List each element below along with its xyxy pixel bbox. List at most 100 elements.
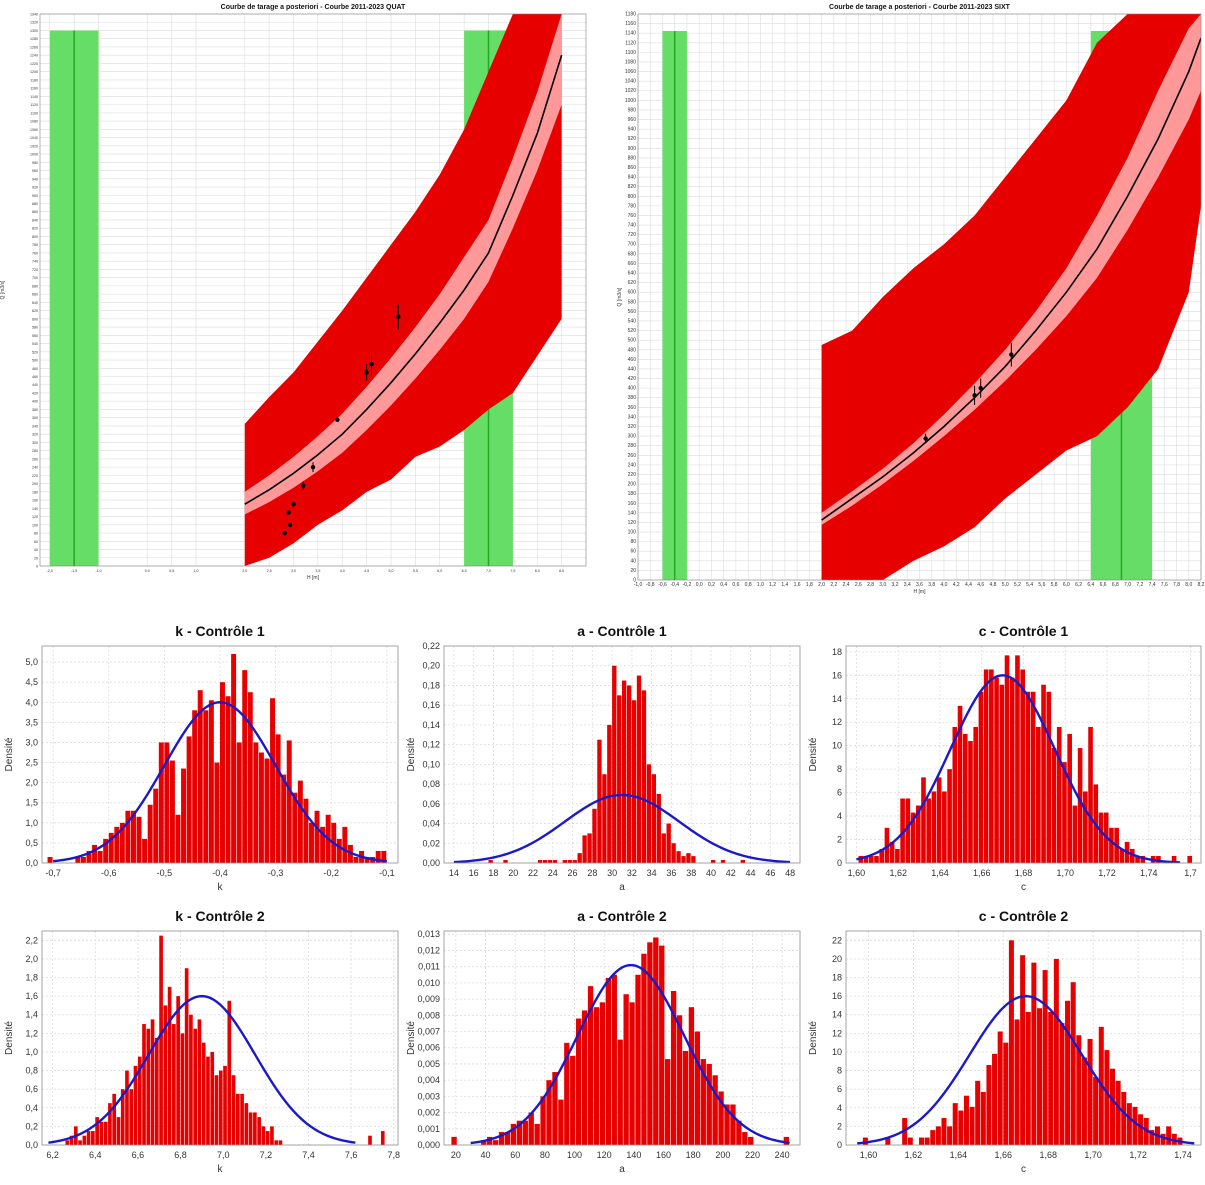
histogram-bar xyxy=(266,1131,270,1145)
histogram-bar xyxy=(227,1001,231,1145)
x-axis-label: H [m] xyxy=(307,575,320,581)
y-tick-label: 18 xyxy=(832,973,842,983)
histogram-bar xyxy=(659,946,664,1145)
y-tick-label: 14 xyxy=(832,694,842,704)
histogram-bar xyxy=(1083,791,1088,863)
x-tick-label: 6,8 xyxy=(1112,582,1119,588)
y-tick-label: 0,013 xyxy=(417,929,440,939)
chart-title: Courbe de tarage a posteriori - Courbe 2… xyxy=(221,4,406,11)
x-tick-label: 1,64 xyxy=(950,1150,968,1160)
y-axis-label: Q [m3/s] xyxy=(617,287,623,307)
histogram-bar xyxy=(989,669,994,863)
histogram-bar xyxy=(617,695,621,863)
histogram-bar xyxy=(932,791,937,863)
histogram-bar xyxy=(529,1113,534,1145)
y-tick-label: 0,007 xyxy=(417,1027,440,1037)
x-tick-label: 8,2 xyxy=(1198,582,1205,588)
histogram-bar xyxy=(1082,1058,1087,1145)
y-tick-label: 220 xyxy=(32,474,38,478)
y-tick-label: 12 xyxy=(832,717,842,727)
y-tick-label: 280 xyxy=(628,443,637,449)
histogram-bar xyxy=(1048,1012,1053,1145)
histogram-bar xyxy=(249,1112,253,1145)
x-tick-label: 1,60 xyxy=(848,868,866,878)
histogram-bar xyxy=(1109,828,1114,863)
x-tick-label: 5,5 xyxy=(413,569,418,573)
histogram-a-controle-2-svg: 0,0000,0010,0020,0030,0040,0050,0060,007… xyxy=(402,903,804,1185)
histogram-bar xyxy=(1132,1107,1137,1145)
histogram-bar xyxy=(368,1136,372,1145)
y-tick-label: 1200 xyxy=(30,70,38,74)
gauging-point-1 xyxy=(972,393,976,397)
histogram-bar xyxy=(148,805,153,863)
y-tick-label: 800 xyxy=(628,194,637,200)
rating-curve-sixt-chart: 0 20 40 60 80 100 120 140 160 180 200 220 240 260 280 3… xyxy=(605,0,1205,600)
x-axis-label: c xyxy=(1021,882,1026,893)
histogram-bar xyxy=(936,1126,941,1145)
histogram-bar xyxy=(748,1137,753,1145)
histogram-bar xyxy=(253,742,258,863)
histogram-c-controle-2: 0 2 4 6 8 10 12 14 16 18 20 22 1,60 1,62 1,64 1,66 1,68 1… xyxy=(804,903,1205,1185)
y-tick-label: 420 xyxy=(628,376,637,382)
chart-title: k - Contrôle 1 xyxy=(175,623,265,639)
y-tick-label: 0,8 xyxy=(25,1066,38,1076)
histogram-bar xyxy=(242,670,247,863)
chart-title: Courbe de tarage a posteriori - Courbe 2… xyxy=(829,4,1011,11)
x-tick-label: 34 xyxy=(647,868,657,878)
y-axis-label: Densité xyxy=(4,737,15,771)
x-tick-label: 1,0 xyxy=(194,569,199,573)
rating-curve-quat-chart: 0 20 40 60 80 100 120 140 160 180 200 220 240 260 280 3… xyxy=(0,0,600,590)
y-tick-label: 840 xyxy=(628,175,637,181)
histogram-bar xyxy=(303,799,308,863)
x-tick-label: 1,6 xyxy=(794,582,801,588)
x-tick-label: 42 xyxy=(726,868,736,878)
chart-title: k - Contrôle 2 xyxy=(175,908,265,924)
y-tick-label: 800 xyxy=(32,235,38,239)
histogram-bar xyxy=(1071,982,1076,1145)
y-tick-label: 1340 xyxy=(30,13,38,17)
x-tick-label: 6,6 xyxy=(1100,582,1107,588)
histogram-bar xyxy=(681,856,685,863)
x-tick-label: 32 xyxy=(627,868,637,878)
gauging-point-8 xyxy=(369,362,373,366)
histogram-bar xyxy=(129,1089,133,1145)
y-tick-label: 620 xyxy=(628,280,637,286)
histogram-bar xyxy=(869,856,874,863)
histogram-bar xyxy=(1052,748,1057,863)
x-tick-label: -0,8 xyxy=(646,582,655,588)
histogram-bar xyxy=(1020,955,1025,1145)
x-tick-label: 14 xyxy=(449,868,459,878)
y-tick-label: 920 xyxy=(628,136,637,142)
y-tick-label: 460 xyxy=(628,357,637,363)
x-tick-label: 1,66 xyxy=(995,1150,1013,1160)
y-tick-label: 580 xyxy=(628,299,637,305)
y-tick-label: 900 xyxy=(628,146,637,152)
x-tick-label: 120 xyxy=(597,1150,612,1160)
y-tick-label: 1320 xyxy=(30,21,38,25)
y-tick-label: 140 xyxy=(628,510,637,516)
y-tick-label: 1060 xyxy=(30,128,38,132)
y-tick-label: 880 xyxy=(32,202,38,206)
y-tick-label: 20 xyxy=(832,954,842,964)
y-tick-label: 1180 xyxy=(625,12,636,18)
y-tick-label: 100 xyxy=(32,523,38,527)
y-tick-label: 540 xyxy=(628,318,637,324)
y-tick-label: 0 xyxy=(837,1140,842,1150)
histogram-bar xyxy=(292,793,297,863)
x-tick-label: 1,0 xyxy=(757,582,764,588)
x-tick-label: 6,8 xyxy=(174,1150,187,1160)
y-tick-label: 80 xyxy=(34,532,38,536)
histogram-bar xyxy=(151,1019,155,1145)
histogram-bar xyxy=(265,759,270,863)
y-tick-label: 640 xyxy=(32,301,38,305)
y-axis-label: Densité xyxy=(4,1021,15,1055)
y-tick-label: 20 xyxy=(34,556,38,560)
gauging-point-2 xyxy=(978,386,982,390)
histogram-bar xyxy=(202,1043,206,1145)
histogram-bar xyxy=(563,860,567,863)
histogram-bar xyxy=(1041,685,1046,863)
y-tick-label: 1,4 xyxy=(25,1010,38,1020)
histogram-bar xyxy=(236,1094,240,1145)
x-tick-label: 5,0 xyxy=(1002,582,1009,588)
y-tick-label: 40 xyxy=(34,548,38,552)
